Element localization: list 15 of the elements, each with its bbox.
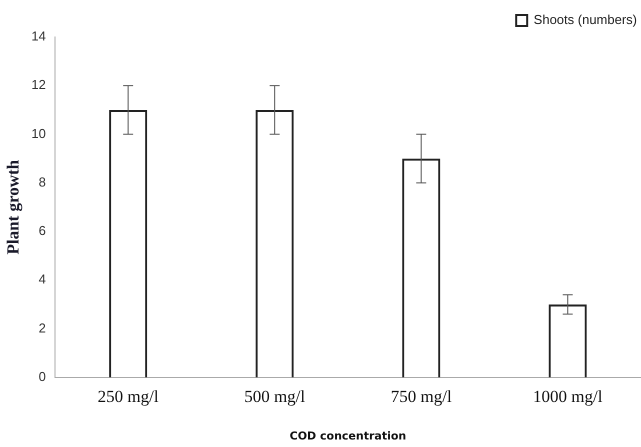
y-tick-label: 4	[38, 272, 46, 287]
y-tick-label: 12	[31, 77, 46, 92]
x-tick-label: 1000 mg/l	[533, 387, 603, 406]
legend-label: Shoots (numbers)	[534, 12, 638, 28]
y-axis-title: Plant growth	[4, 159, 23, 255]
x-tick-label: 250 mg/l	[98, 387, 159, 406]
x-axis-title: COD concentration	[290, 429, 406, 442]
y-tick-label: 10	[31, 126, 46, 141]
x-tick-label: 750 mg/l	[390, 387, 452, 406]
y-tick-label: 0	[38, 368, 46, 384]
y-tick-label: 6	[38, 223, 46, 238]
y-tick-label: 14	[31, 28, 46, 44]
y-tick-label: 8	[38, 174, 46, 190]
x-tick-label: 500 mg/l	[244, 387, 306, 406]
y-tick-label: 2	[38, 320, 46, 336]
